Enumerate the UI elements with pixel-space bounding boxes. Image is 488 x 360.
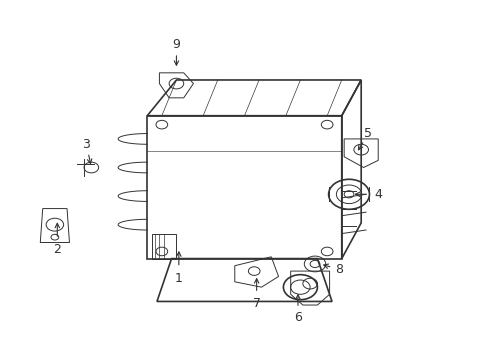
Text: 5: 5 (364, 127, 372, 140)
Text: 1: 1 (175, 272, 183, 285)
Text: 4: 4 (373, 188, 381, 201)
Text: 3: 3 (82, 138, 90, 151)
Text: 6: 6 (293, 311, 301, 324)
Text: 7: 7 (252, 297, 260, 310)
Text: 2: 2 (53, 243, 61, 256)
Text: 9: 9 (172, 38, 180, 51)
Text: 8: 8 (335, 263, 343, 276)
